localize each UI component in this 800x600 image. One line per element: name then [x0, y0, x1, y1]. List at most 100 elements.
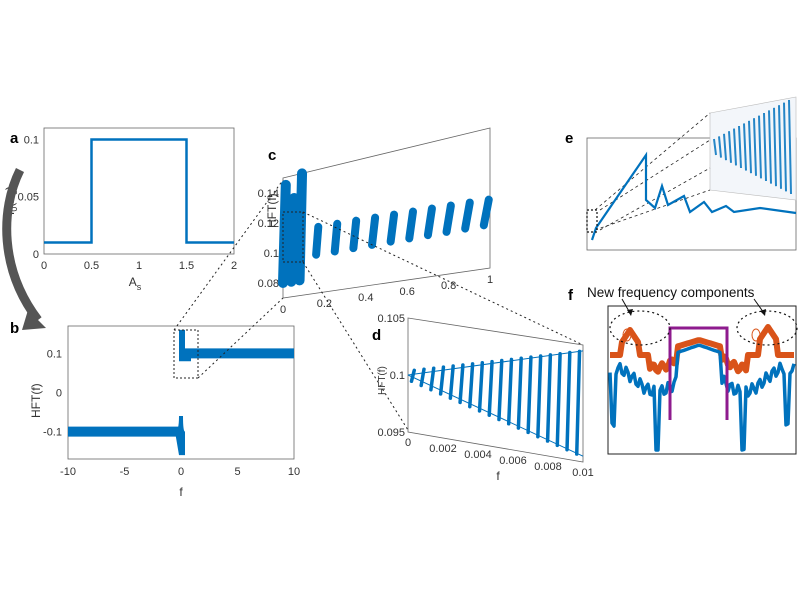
panel-f-blue-curve — [608, 343, 796, 452]
panel-a-xtick: 0.5 — [84, 260, 99, 272]
panel-a-ytick: 0 — [33, 249, 39, 261]
panel-c-streak — [368, 213, 380, 249]
panel-e-inset-streak — [773, 107, 777, 187]
panel-b-frame — [67, 325, 295, 460]
panel-d-streak — [555, 351, 562, 448]
panel-c-xtick: 0.6 — [400, 286, 415, 298]
panel-d-streak — [526, 355, 533, 435]
panel-b-ticks: -10 -5 0 5 10 0.1 0 -0.1 — [43, 348, 300, 478]
panel-b: -10 -5 0 5 10 0.1 0 -0.1 f HFT(f) — [29, 325, 300, 499]
panel-c-xtick: 0.8 — [441, 280, 456, 292]
panel-d-streak — [497, 358, 504, 422]
panel-b-negative-band — [68, 426, 181, 437]
panel-label-b: b — [10, 320, 19, 337]
panel-d-envelope-upper — [407, 350, 584, 376]
panel-a-ytick: 0.05 — [18, 192, 39, 204]
curved-arrow-head — [22, 310, 46, 330]
panel-d-xtick: 0 — [405, 437, 411, 449]
panel-b-xtick: 5 — [234, 466, 240, 478]
panel-c-streak — [423, 204, 436, 240]
panel-e-inset — [709, 96, 797, 201]
panel-d-ytick: 0.1 — [390, 370, 405, 382]
panel-e-zoom-box — [586, 209, 598, 233]
connector-c-d-bottom — [302, 261, 409, 431]
panel-f-orange-curve — [609, 324, 795, 375]
panel-b-ytick: -0.1 — [43, 427, 62, 439]
panel-b-xtick: 10 — [288, 466, 300, 478]
panel-d-streak — [468, 362, 475, 409]
panel-c-zoom-box — [282, 211, 304, 263]
panel-d-streak — [516, 356, 523, 430]
panel-c-xtick: 0.2 — [317, 298, 332, 310]
panel-b-negative-spike — [175, 415, 185, 456]
panel-d-streak — [536, 354, 543, 439]
panel-c-streak — [479, 195, 493, 230]
panel-b-xtick: -10 — [60, 466, 76, 478]
panel-c-xtick: 0.4 — [358, 292, 373, 304]
panel-a-xtick: 2 — [231, 260, 237, 272]
connector-b-c-bottom — [197, 297, 284, 379]
panel-d-ticks: 0 0.002 0.004 0.006 0.008 0.01 0.105 0.1 0.095 — [377, 313, 593, 479]
panel-c-marks — [278, 168, 493, 288]
panel-b-positive-spike — [179, 329, 191, 362]
panel-a-ticks: 0 0.5 1 1.5 2 0 0.05 0.1 — [18, 134, 237, 272]
panel-f-ellipse-left — [609, 310, 671, 346]
panel-e-inset-streak — [753, 118, 757, 176]
panel-c-ytick: 0.08 — [258, 278, 279, 290]
panel-c-ytick: 0.1 — [264, 248, 279, 260]
panel-a-xtick: 1 — [136, 260, 142, 272]
panel-e-inset-streak — [758, 115, 762, 179]
panel-e-inset-streak — [743, 123, 747, 171]
panel-f-small-oval-left — [622, 328, 632, 342]
panel-f-small-oval-right — [751, 328, 761, 342]
panel-b-ytick: 0.1 — [47, 348, 62, 360]
panel-c-streak — [386, 210, 399, 246]
panel-f-ellipse-right — [736, 310, 798, 346]
panel-label-c: c — [268, 147, 276, 164]
panel-d-streak — [487, 359, 494, 417]
panel-c-streak — [349, 216, 361, 253]
panel-e-inset-streak — [763, 112, 767, 182]
panel-d-streak — [545, 353, 553, 443]
panel-d-frame — [407, 317, 584, 463]
panel-d-ytick: 0.105 — [377, 313, 405, 325]
panel-d-xtick: 0.008 — [534, 461, 562, 473]
panel-label-d: d — [372, 327, 381, 344]
panel-b-xtick: 0 — [178, 466, 184, 478]
panel-c-xtick: 1 — [487, 274, 493, 286]
panel-d-envelope-lower — [407, 374, 584, 457]
panel-f: New frequency components — [587, 285, 798, 455]
panel-label-e: e — [565, 130, 573, 147]
panel-d-streak — [477, 361, 485, 413]
panel-c-streak — [312, 222, 323, 259]
panel-c-frame — [282, 127, 491, 299]
panel-b-ytick: 0 — [56, 388, 62, 400]
panel-d-streak — [565, 350, 572, 452]
panel-c-streak — [461, 198, 474, 233]
panel-d-streak — [506, 357, 514, 426]
panel-a-ytick: 0.1 — [24, 134, 39, 146]
panel-e-line — [590, 151, 797, 241]
panel-e-inset-streak — [778, 105, 782, 189]
panel-d-xtick: 0.002 — [429, 443, 457, 455]
zoom-connectors — [173, 179, 584, 431]
panel-d-streak — [574, 349, 582, 456]
panel-d-ylabel: HFT(f) — [377, 366, 388, 395]
panel-e-inset-streak — [738, 125, 742, 169]
annotation-arrowhead-right — [760, 309, 766, 316]
panel-c-streak — [442, 201, 455, 236]
panel-e-inset-streak — [788, 99, 792, 195]
panel-e-inset-streak — [733, 128, 737, 166]
panel-c-streak — [330, 219, 342, 256]
panel-f-purple-window — [668, 326, 729, 420]
panel-label-a: a — [10, 130, 19, 147]
panel-e-inset-streak — [783, 102, 787, 192]
panel-c-ticks: 0 0.2 0.4 0.6 0.8 1 0.08 0.1 0.12 0.14 — [258, 188, 493, 316]
panel-d-streak — [458, 363, 465, 405]
panel-d-marks — [407, 349, 584, 457]
panel-c-ytick: 0.14 — [258, 188, 279, 200]
panel-c-ytick: 0.12 — [258, 218, 279, 230]
connector-c-d-top — [302, 211, 584, 346]
panel-a-xlabel: As — [129, 275, 142, 292]
